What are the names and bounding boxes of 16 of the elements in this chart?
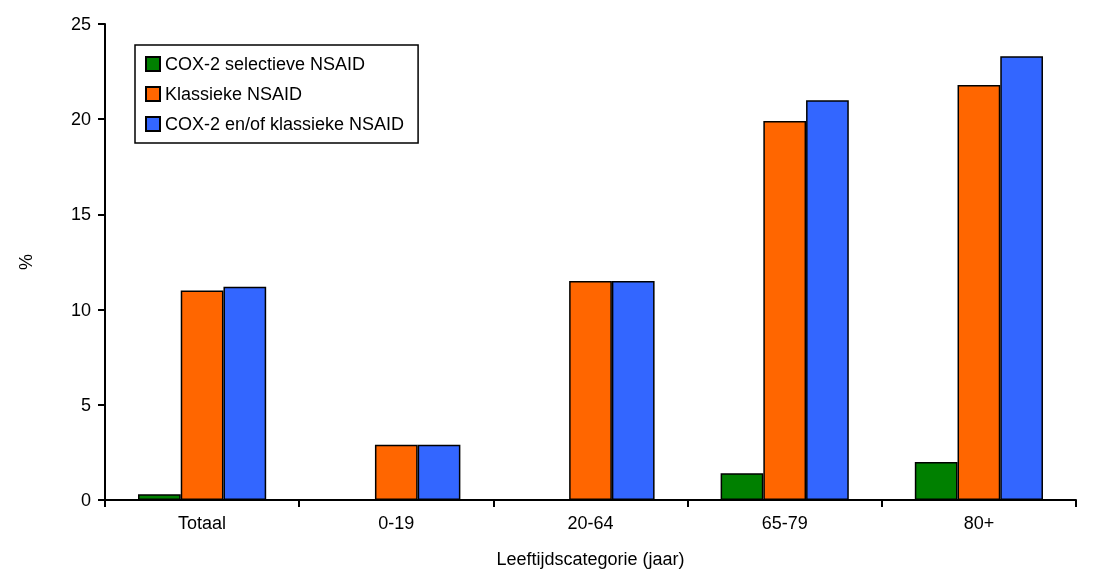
legend-label: COX-2 selectieve NSAID [165, 54, 366, 74]
legend-label: Klassieke NSAID [165, 84, 303, 104]
x-tick-label: 0-19 [378, 513, 415, 533]
legend-label: COX-2 en/of klassieke NSAID [165, 114, 405, 134]
x-tick-label: 80+ [963, 513, 995, 533]
y-tick-label: 15 [70, 204, 91, 225]
y-tick-label: 10 [70, 299, 91, 320]
x-tick-label: 20-64 [567, 513, 614, 533]
y-axis-title: % [16, 253, 36, 271]
y-tick-label: 0 [80, 490, 91, 510]
x-axis-title: Leeftijdscategorie (jaar) [496, 549, 685, 569]
x-tick-label: Totaal [178, 513, 227, 533]
x-tick-label: 65-79 [761, 513, 808, 533]
y-tick-label: 20 [70, 109, 91, 130]
y-tick-label: 25 [70, 14, 91, 34]
y-tick-label: 5 [80, 394, 91, 415]
